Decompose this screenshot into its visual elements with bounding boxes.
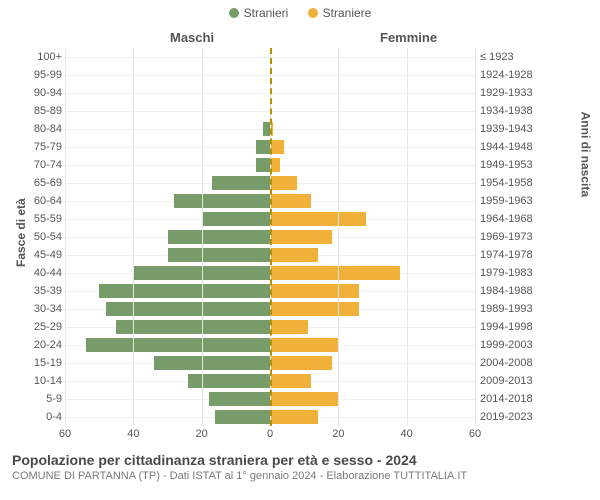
x-tick: 20 (196, 428, 208, 440)
column-headers: Maschi Femmine (0, 30, 600, 48)
x-tick: 20 (332, 428, 344, 440)
bar-male (106, 302, 270, 316)
y-right-label: 1929-1933 (480, 84, 533, 102)
bar-female (270, 194, 311, 208)
bar-female (270, 338, 338, 352)
bar-female (270, 302, 359, 316)
bar-male (212, 176, 270, 190)
y-right-label: 1999-2003 (480, 336, 533, 354)
y-left-label: 70-74 (34, 156, 62, 174)
y-right-label: 1959-1963 (480, 192, 533, 210)
column-header-female: Femmine (380, 30, 437, 45)
y-left-label: 85-89 (34, 102, 62, 120)
y-left-label: 95-99 (34, 66, 62, 84)
bar-male (168, 230, 271, 244)
legend: Stranieri Straniere (0, 6, 600, 21)
y-right-label: 1934-1938 (480, 102, 533, 120)
y-left-label: 75-79 (34, 138, 62, 156)
legend-item-female: Straniere (308, 6, 372, 20)
bar-female (270, 212, 366, 226)
y-left-label: 40-44 (34, 264, 62, 282)
x-axis: 0202040406060 (65, 428, 475, 446)
y-right-label: 1979-1983 (480, 264, 533, 282)
y-left-label: 55-59 (34, 210, 62, 228)
y-left-label: 90-94 (34, 84, 62, 102)
bar-male (86, 338, 271, 352)
chart-footer: Popolazione per cittadinanza straniera p… (12, 452, 588, 482)
y-left-labels: 100+95-9990-9485-8980-8475-7970-7465-696… (20, 48, 62, 426)
y-right-label: ≤ 1923 (480, 48, 514, 66)
bar-female (270, 230, 332, 244)
y-left-label: 35-39 (34, 282, 62, 300)
y-right-label: 1964-1968 (480, 210, 533, 228)
legend-label-female: Straniere (323, 6, 372, 20)
y-right-label: 1924-1928 (480, 66, 533, 84)
y-left-label: 60-64 (34, 192, 62, 210)
bar-male (256, 158, 270, 172)
y-right-label: 1989-1993 (480, 300, 533, 318)
y-right-label: 1944-1948 (480, 138, 533, 156)
bar-male (188, 374, 270, 388)
y-left-label: 15-19 (34, 354, 62, 372)
bar-female (270, 356, 332, 370)
bar-male (263, 122, 270, 136)
bar-female (270, 266, 400, 280)
column-header-male: Maschi (170, 30, 214, 45)
bar-female (270, 320, 308, 334)
legend-label-male: Stranieri (244, 6, 289, 20)
y-left-label: 5-9 (46, 390, 62, 408)
legend-swatch-male (229, 8, 239, 18)
bar-male (215, 410, 270, 424)
bar-male (202, 212, 270, 226)
y-right-label: 2004-2008 (480, 354, 533, 372)
bar-female (270, 410, 318, 424)
y-left-label: 20-24 (34, 336, 62, 354)
bar-male (99, 284, 270, 298)
y-left-label: 65-69 (34, 174, 62, 192)
x-tick: 0 (267, 428, 273, 440)
y-left-label: 0-4 (46, 408, 62, 426)
y-left-label: 25-29 (34, 318, 62, 336)
y-right-label: 1969-1973 (480, 228, 533, 246)
bar-female (270, 140, 284, 154)
y-right-label: 2019-2023 (480, 408, 533, 426)
x-tick: 40 (401, 428, 413, 440)
bar-female (270, 176, 297, 190)
y-left-label: 10-14 (34, 372, 62, 390)
chart-subtitle: COMUNE DI PARTANNA (TP) - Dati ISTAT al … (12, 470, 588, 482)
y-right-label: 1949-1953 (480, 156, 533, 174)
bar-female (270, 392, 338, 406)
y-right-label: 1939-1943 (480, 120, 533, 138)
y-right-label: 1974-1978 (480, 246, 533, 264)
pyramid-plot (65, 48, 475, 426)
bar-male (209, 392, 271, 406)
chart-title: Popolazione per cittadinanza straniera p… (12, 452, 588, 468)
bar-female (270, 248, 318, 262)
y-left-label: 80-84 (34, 120, 62, 138)
y-right-label: 1984-1988 (480, 282, 533, 300)
bar-female (270, 374, 311, 388)
x-tick: 60 (59, 428, 71, 440)
bar-male (116, 320, 270, 334)
y-right-label: 2014-2018 (480, 390, 533, 408)
y-right-labels: ≤ 19231924-19281929-19331934-19381939-19… (480, 48, 590, 426)
legend-item-male: Stranieri (229, 6, 289, 20)
bar-male (256, 140, 270, 154)
legend-swatch-female (308, 8, 318, 18)
x-tick: 60 (469, 428, 481, 440)
bar-male (168, 248, 271, 262)
x-tick: 40 (127, 428, 139, 440)
y-left-label: 50-54 (34, 228, 62, 246)
y-right-label: 1954-1958 (480, 174, 533, 192)
y-left-label: 30-34 (34, 300, 62, 318)
bar-male (154, 356, 270, 370)
y-right-label: 2009-2013 (480, 372, 533, 390)
y-left-label: 100+ (37, 48, 62, 66)
bar-male (174, 194, 270, 208)
y-left-label: 45-49 (34, 246, 62, 264)
bar-female (270, 284, 359, 298)
y-right-label: 1994-1998 (480, 318, 533, 336)
